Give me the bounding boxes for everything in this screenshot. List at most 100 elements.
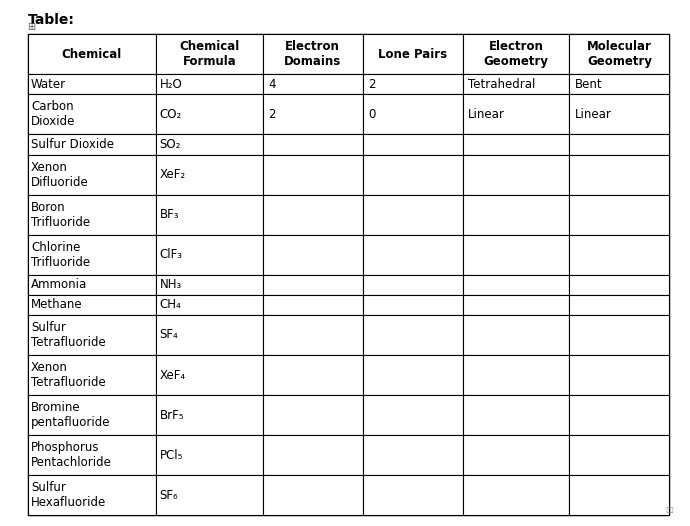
Bar [28,74,156,94]
Bar [28,235,156,275]
Text: Xenon
Difluoride: Xenon Difluoride [31,160,89,188]
Bar [363,275,462,295]
Bar [28,195,156,235]
Bar [569,94,669,135]
Bar [363,195,462,235]
Bar [263,235,363,275]
Text: XeF₄: XeF₄ [159,369,186,381]
Bar [363,235,462,275]
Bar [263,436,363,476]
Bar [569,476,669,515]
Text: SF₄: SF₄ [159,329,178,341]
Bar [263,395,363,436]
Bar [462,74,569,94]
Text: 0: 0 [368,108,375,121]
Bar [263,74,363,94]
Bar [263,476,363,515]
Bar [156,295,263,315]
Bar [462,94,569,135]
Bar [28,315,156,355]
Bar [569,295,669,315]
Text: Boron
Trifluoride: Boron Trifluoride [31,201,90,229]
Bar [363,395,462,436]
Text: Chemical: Chemical [61,48,122,60]
Bar [28,476,156,515]
Text: Bent: Bent [575,78,602,91]
Bar [28,395,156,436]
Bar [156,395,263,436]
Text: Electron
Geometry: Electron Geometry [484,41,549,68]
Bar [462,275,569,295]
Bar [263,135,363,155]
Text: Sulfur
Tetrafluoride: Sulfur Tetrafluoride [31,321,106,349]
Bar [569,235,669,275]
Text: □: □ [665,505,673,514]
Bar [263,355,363,395]
Text: ClF₃: ClF₃ [159,248,182,261]
Bar [569,155,669,195]
Bar [462,395,569,436]
Bar [156,275,263,295]
Text: H₂O: H₂O [159,78,182,91]
Bar [462,295,569,315]
Bar [462,195,569,235]
Bar [156,355,263,395]
Bar [569,395,669,436]
Bar [569,195,669,235]
Bar [263,195,363,235]
Bar [263,295,363,315]
Text: Linear: Linear [575,108,612,121]
Bar [462,235,569,275]
Bar [462,315,569,355]
Bar [28,295,156,315]
Text: Tetrahedral: Tetrahedral [468,78,535,91]
Bar [363,155,462,195]
Bar [462,436,569,476]
Text: PCl₅: PCl₅ [159,449,183,462]
Text: Sulfur
Hexafluoride: Sulfur Hexafluoride [31,481,106,509]
Bar [156,34,263,74]
Text: Bromine
pentafluoride: Bromine pentafluoride [31,401,110,429]
Bar [28,355,156,395]
Bar [28,34,156,74]
Bar [28,94,156,135]
Text: SO₂: SO₂ [159,138,181,151]
Text: Carbon
Dioxide: Carbon Dioxide [31,100,75,128]
Text: Chlorine
Trifluoride: Chlorine Trifluoride [31,241,90,269]
Bar [569,34,669,74]
Bar [28,436,156,476]
Bar [363,476,462,515]
Bar [28,135,156,155]
Bar [569,135,669,155]
Text: Lone Pairs: Lone Pairs [378,48,447,60]
Text: Electron
Domains: Electron Domains [284,41,342,68]
Bar [28,275,156,295]
Bar [263,34,363,74]
Bar [363,295,462,315]
Bar [263,275,363,295]
Bar [569,315,669,355]
Bar [156,436,263,476]
Bar [569,275,669,295]
Bar [363,355,462,395]
Bar [462,135,569,155]
Text: 2: 2 [268,108,276,121]
Bar [263,155,363,195]
Bar [462,476,569,515]
Text: 2: 2 [368,78,376,91]
Text: Table:: Table: [28,13,75,27]
Text: Methane: Methane [31,298,83,311]
Text: Sulfur Dioxide: Sulfur Dioxide [31,138,114,151]
Text: Molecular
Geometry: Molecular Geometry [587,41,652,68]
Text: 4: 4 [268,78,276,91]
Bar [363,74,462,94]
Bar [363,94,462,135]
Bar [156,94,263,135]
Bar [569,436,669,476]
Bar [363,135,462,155]
Bar [363,34,462,74]
Text: CH₄: CH₄ [159,298,181,311]
Bar [462,355,569,395]
Text: Chemical
Formula: Chemical Formula [179,41,239,68]
Bar [156,315,263,355]
